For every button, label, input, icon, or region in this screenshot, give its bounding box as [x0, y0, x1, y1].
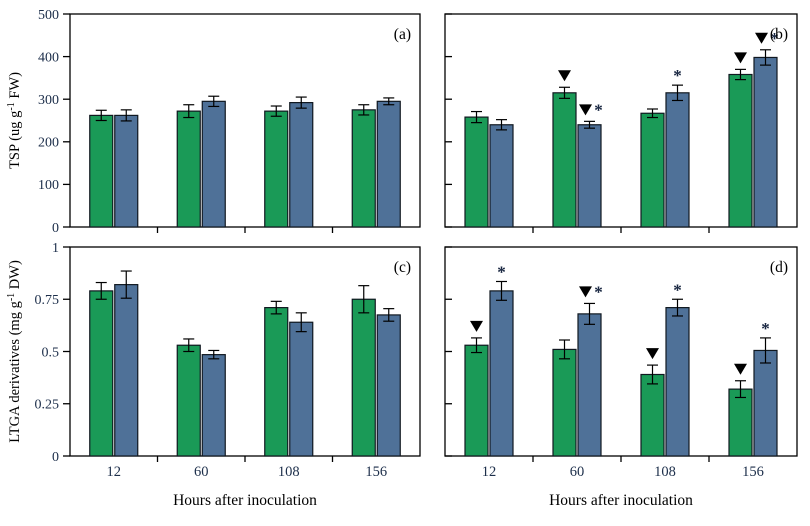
- x-tick-label: 108: [278, 464, 300, 480]
- x-tick-label: 156: [742, 464, 764, 480]
- bar-series-blue-60: [577, 124, 602, 228]
- y-tick-label: 300: [38, 93, 59, 108]
- panel-b: ***(b): [444, 13, 798, 233]
- down-triangle-marker: [558, 70, 571, 82]
- bar-series-green-108: [264, 110, 289, 228]
- asterisk-marker: *: [594, 100, 603, 119]
- bar-series-green-60: [176, 110, 201, 228]
- y-tick-label: 100: [38, 178, 59, 193]
- panel-label: (c): [394, 259, 411, 276]
- x-tick-label: 12: [482, 464, 497, 480]
- bar-series-blue-60: [577, 313, 602, 457]
- y-tick-label: 1: [52, 241, 59, 256]
- bar-series-blue-60: [201, 354, 226, 457]
- bar-series-green-156: [351, 109, 376, 228]
- down-triangle-marker: [579, 104, 592, 116]
- bar-series-green-108: [264, 307, 289, 457]
- bar-series-green-60: [552, 348, 577, 457]
- y-tick-label: 0.75: [35, 293, 60, 308]
- bar-series-blue-156: [753, 56, 778, 228]
- x-tick-label: 60: [194, 464, 209, 480]
- bar-series-green-60: [552, 92, 577, 228]
- y-axis-title: LTGA derivatives (mg g-1 DW): [6, 260, 23, 443]
- y-tick-label: 500: [38, 8, 59, 23]
- y-tick-label: 0: [52, 221, 59, 236]
- asterisk-marker: *: [673, 66, 682, 85]
- panel-label: (b): [770, 26, 788, 43]
- x-tick-label: 156: [365, 464, 387, 480]
- asterisk-marker: *: [497, 262, 506, 281]
- bar-series-blue-108: [289, 321, 314, 457]
- bar-series-blue-156: [376, 314, 401, 457]
- x-axis-title: Hours after inoculation: [549, 492, 693, 509]
- bar-series-green-60: [176, 344, 201, 457]
- bar-series-blue-108: [665, 92, 690, 228]
- asterisk-marker: *: [770, 29, 779, 48]
- bar-series-green-156: [728, 388, 753, 457]
- x-tick-label: 108: [654, 464, 676, 480]
- bar-series-blue-12: [489, 290, 514, 457]
- bar-series-blue-156: [753, 349, 778, 457]
- y-tick-label: 0: [52, 450, 59, 465]
- x-axis-title: Hours after inoculation: [173, 492, 317, 509]
- bar-series-green-12: [464, 116, 489, 228]
- down-triangle-marker: [734, 52, 747, 64]
- x-tick-label: 12: [107, 464, 122, 480]
- bar-series-green-12: [89, 114, 114, 228]
- asterisk-marker: *: [761, 319, 770, 338]
- panel-label: (d): [770, 259, 788, 276]
- panel-c: 0 0.25 0.5 0.75 1 12 60 108 156 (c) Hours after in…: [6, 241, 421, 509]
- bar-series-blue-12: [489, 124, 514, 228]
- y-tick-label: 200: [38, 136, 59, 151]
- down-triangle-marker: [646, 348, 659, 360]
- panel-a: 0 100 200 300 400 500 (a) TSP (ug g-1 FW): [6, 8, 421, 236]
- bar-series-blue-12: [114, 284, 139, 457]
- bar-series-blue-108: [665, 307, 690, 457]
- bar-series-blue-60: [201, 100, 226, 228]
- y-tick-label: 0.5: [42, 345, 60, 360]
- bar-series-green-12: [89, 290, 114, 457]
- bar-series-blue-12: [114, 114, 139, 228]
- asterisk-marker: *: [594, 282, 603, 301]
- y-tick-label: 400: [38, 50, 59, 65]
- panel-label: (a): [394, 26, 411, 43]
- bar-series-green-156: [351, 298, 376, 457]
- bar-series-green-108: [640, 112, 665, 228]
- down-triangle-marker: [734, 363, 747, 375]
- bar-series-blue-108: [289, 102, 314, 228]
- bar-series-green-12: [464, 344, 489, 457]
- bar-series-blue-156: [376, 100, 401, 228]
- bar-series-green-108: [640, 373, 665, 457]
- asterisk-marker: *: [673, 280, 682, 299]
- x-tick-label: 60: [570, 464, 585, 480]
- y-axis-title: TSP (ug g-1 FW): [6, 72, 23, 169]
- down-triangle-marker: [579, 286, 592, 298]
- bar-series-green-156: [728, 73, 753, 228]
- panel-d: * 12 * 60 * 108 * 156 (d) Hours after inoculation: [444, 246, 798, 509]
- down-triangle-marker: [470, 320, 483, 332]
- y-tick-label: 0.25: [35, 398, 60, 413]
- down-triangle-marker: [755, 32, 768, 44]
